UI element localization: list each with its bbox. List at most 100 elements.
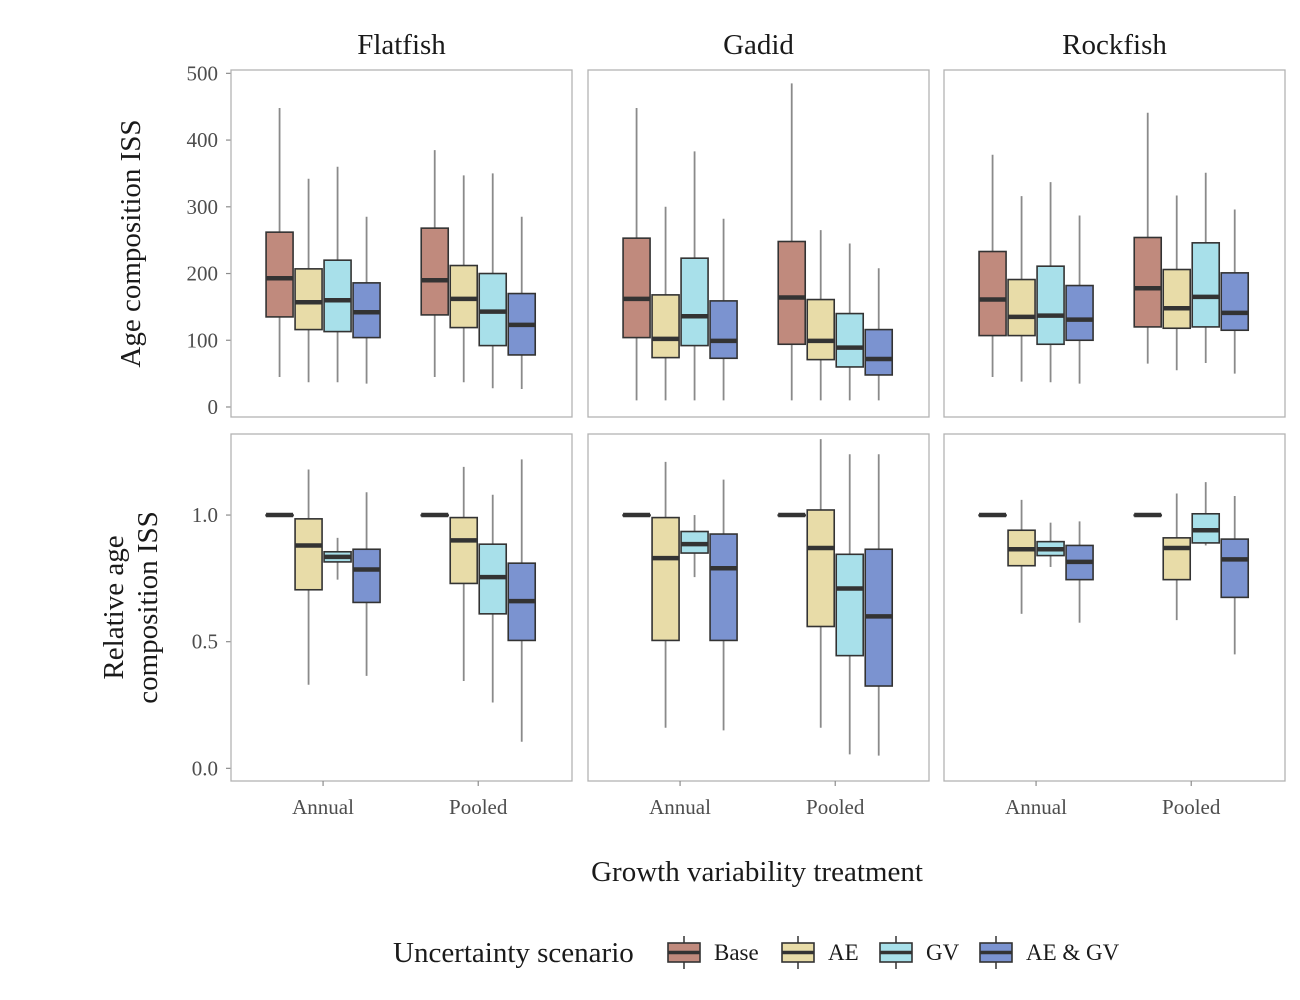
box-rockfish-annual-gv: [1036, 522, 1065, 567]
box-rockfish-pooled-gv: [1191, 172, 1221, 363]
box-gadid-pooled-ae: [806, 230, 836, 401]
facet-title-rockfish: Rockfish: [1062, 29, 1167, 61]
box-iqr: [294, 268, 323, 331]
y-tick-label: 1.0: [192, 503, 218, 527]
box-iqr: [294, 518, 323, 591]
box-iqr: [835, 553, 865, 657]
box-gadid-annual-ae: [651, 206, 680, 401]
box-rockfish-annual-ae-and-gv: [1065, 215, 1094, 384]
box-iqr: [651, 516, 680, 642]
box-rockfish-pooled-base: [1133, 512, 1163, 518]
box-iqr: [420, 227, 450, 316]
y-tick-label: 0: [208, 395, 219, 419]
legend-item-gv: GV: [879, 936, 960, 969]
box-iqr: [978, 250, 1007, 337]
y-tick-label: 300: [187, 195, 219, 219]
box-gadid-pooled-base: [777, 83, 807, 401]
box-gadid-annual-base: [622, 512, 651, 518]
y-tick-label: 200: [187, 262, 219, 286]
box-rockfish-pooled-ae-and-gv: [1220, 496, 1250, 655]
box-iqr: [651, 294, 680, 359]
box-rockfish-pooled-base: [1133, 112, 1163, 364]
y-axis-title-row-2: Relative agecomposition ISS: [98, 511, 164, 704]
y-tick-label: 400: [187, 128, 219, 152]
box-iqr: [1036, 265, 1065, 346]
facet-title-gadid: Gadid: [723, 29, 794, 61]
box-gadid-pooled-base: [777, 512, 807, 518]
box-iqr: [864, 328, 894, 376]
box-iqr: [622, 237, 651, 339]
box-flatfish-pooled-gv: [478, 173, 508, 389]
box-gadid-annual-ae-and-gv: [709, 479, 738, 731]
panel-flatfish-row-2: [230, 433, 573, 782]
panel-border: [943, 433, 1286, 782]
facet-title-flatfish: Flatfish: [357, 29, 446, 61]
box-iqr: [709, 300, 738, 360]
box-flatfish-pooled-gv: [478, 494, 508, 703]
box-gadid-pooled-ae: [806, 439, 836, 728]
box-iqr: [1220, 272, 1250, 332]
box-iqr: [1007, 278, 1036, 337]
box-rockfish-annual-gv: [1036, 182, 1065, 383]
box-iqr: [1065, 284, 1094, 342]
box-iqr: [323, 259, 352, 333]
x-tick-label-annual: Annual: [649, 795, 711, 819]
box-iqr: [1162, 268, 1192, 330]
box-flatfish-annual-ae: [294, 178, 323, 383]
y-tick-label: 100: [187, 328, 219, 352]
x-tick-label-pooled: Pooled: [449, 795, 508, 819]
box-gadid-annual-gv: [680, 151, 709, 401]
box-rockfish-annual-ae-and-gv: [1065, 521, 1094, 623]
box-gadid-pooled-gv: [835, 243, 865, 401]
box-flatfish-pooled-ae-and-gv: [507, 459, 537, 742]
panel-flatfish-row-1: [230, 69, 573, 418]
box-rockfish-pooled-ae-and-gv: [1220, 209, 1250, 374]
x-tick-label-annual: Annual: [1005, 795, 1067, 819]
box-flatfish-pooled-ae: [449, 175, 479, 383]
box-flatfish-pooled-ae: [449, 466, 479, 681]
box-rockfish-pooled-ae: [1162, 195, 1192, 371]
legend-item-ae: AE: [781, 936, 859, 969]
y-tick-label: 0.0: [192, 756, 218, 780]
box-gadid-pooled-ae-and-gv: [864, 454, 894, 756]
box-rockfish-pooled-gv: [1191, 482, 1221, 546]
legend-item-base: Base: [667, 936, 759, 969]
box-iqr: [806, 509, 836, 628]
box-rockfish-annual-base: [978, 512, 1007, 518]
box-iqr: [835, 312, 865, 368]
x-tick-label-pooled: Pooled: [806, 795, 865, 819]
box-iqr: [806, 298, 836, 361]
legend: Uncertainty scenario Base AE GV AE & GV: [393, 936, 1120, 969]
box-gadid-annual-ae: [651, 461, 680, 728]
box-iqr: [1133, 236, 1163, 328]
box-gadid-pooled-ae-and-gv: [864, 268, 894, 401]
box-iqr: [449, 516, 479, 585]
box-flatfish-annual-base: [265, 512, 294, 518]
box-gadid-annual-ae-and-gv: [709, 218, 738, 401]
box-iqr: [777, 240, 807, 346]
box-flatfish-annual-ae-and-gv: [352, 216, 381, 384]
legend-label: Base: [714, 940, 759, 965]
box-gadid-pooled-gv: [835, 454, 865, 755]
box-rockfish-annual-ae: [1007, 499, 1036, 614]
legend-label: AE & GV: [1026, 940, 1120, 965]
box-iqr: [1220, 538, 1250, 599]
panel-border: [943, 69, 1286, 418]
legend-label: GV: [926, 940, 960, 965]
box-flatfish-pooled-base: [420, 512, 450, 518]
y-tick-label: 0.5: [192, 630, 218, 654]
box-gadid-annual-gv: [680, 515, 709, 578]
box-flatfish-annual-gv: [323, 166, 352, 383]
box-iqr: [352, 548, 381, 604]
y-axis-title-row-1: Age composition ISS: [115, 119, 147, 367]
box-flatfish-annual-base: [265, 108, 294, 377]
box-iqr: [680, 257, 709, 347]
box-flatfish-annual-gv: [323, 537, 352, 580]
x-axis-title: Growth variability treatment: [591, 856, 923, 888]
box-iqr: [1162, 537, 1192, 581]
box-flatfish-annual-ae: [294, 469, 323, 685]
box-flatfish-pooled-ae-and-gv: [507, 216, 537, 389]
panel-rockfish-row-2: [943, 433, 1286, 782]
box-gadid-annual-base: [622, 108, 651, 401]
